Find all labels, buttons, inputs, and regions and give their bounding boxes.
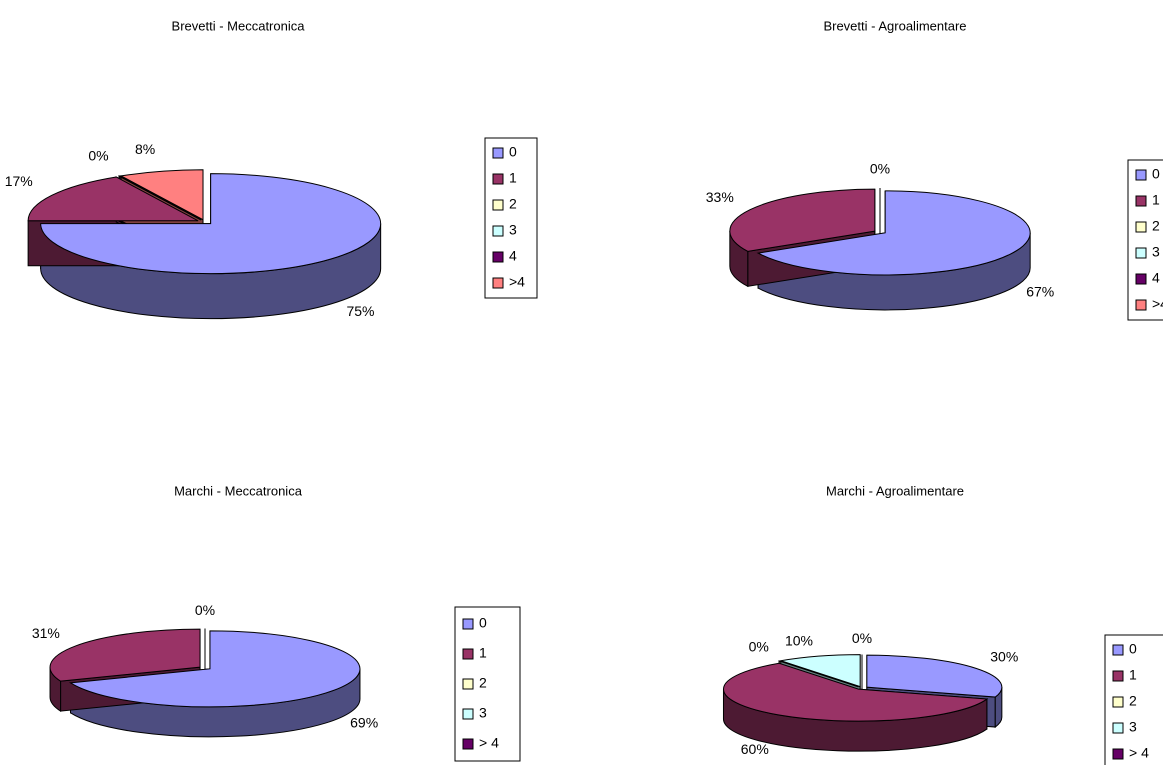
data-label: 10%: [785, 632, 813, 648]
pie-slice: [780, 654, 861, 688]
legend-label: 0: [509, 144, 517, 160]
data-label: 0%: [870, 160, 890, 176]
legend-swatch: [1112, 722, 1124, 734]
data-label: 60%: [741, 741, 769, 757]
legend-label: 1: [509, 170, 517, 186]
legend-swatch: [1135, 273, 1147, 285]
legend-swatch: [462, 678, 474, 690]
pie-slice: [729, 188, 876, 252]
legend-label: 3: [1129, 719, 1137, 735]
legend-label: 4: [509, 248, 517, 264]
legend-label: 0: [479, 615, 487, 631]
legend-swatch: [1112, 670, 1124, 682]
legend-label: 2: [509, 196, 517, 212]
data-label: 67%: [1026, 283, 1054, 299]
legend-label: 3: [1152, 244, 1160, 260]
legend-label: 2: [1129, 693, 1137, 709]
legend-swatch: [462, 708, 474, 720]
legend-swatch: [1135, 247, 1147, 259]
legend-label: 2: [1152, 218, 1160, 234]
pie-slice: [119, 169, 204, 221]
legend-swatch: [492, 225, 504, 237]
pie-chart: Marchi - Agroalimentare 30% 60% 0% 10% 0% 0 1 2 3…: [722, 483, 1163, 765]
pie-tops: [729, 188, 1031, 276]
legend-label: 1: [479, 645, 487, 661]
chart-title: Marchi - Agroalimentare: [826, 483, 964, 498]
chart-title: Marchi - Meccatronica: [174, 483, 303, 498]
pie-slice: [40, 173, 382, 275]
legend-label: 4: [1152, 270, 1160, 286]
data-label: 0%: [88, 147, 108, 163]
pie-tops: [722, 654, 1003, 722]
data-label: 17%: [5, 173, 33, 189]
legend-swatch: [1112, 696, 1124, 708]
legend-swatch: [462, 648, 474, 660]
legend-swatch: [1112, 748, 1124, 760]
legend-swatch: [1135, 221, 1147, 233]
pie-chart: Marchi - Meccatronica 69% 31% 0% 0 1 2 3 > 4: [32, 483, 521, 762]
legend-swatch: [462, 618, 474, 630]
legend-label: 3: [509, 222, 517, 238]
legend-swatch: [492, 147, 504, 159]
legend-label: 0: [1152, 166, 1160, 182]
data-label: 0%: [749, 639, 769, 655]
data-label: 75%: [346, 303, 374, 319]
legend-box: [1127, 159, 1163, 321]
legend-label: >4: [1152, 296, 1163, 312]
data-label: 8%: [135, 141, 155, 157]
pie-chart: Brevetti - Meccatronica 75% 17% 0% 8% 0 1 2 3 4 >4: [5, 18, 538, 320]
data-label: 30%: [990, 648, 1018, 664]
chart-title: Brevetti - Meccatronica: [172, 18, 306, 33]
legend-swatch: [1135, 299, 1147, 311]
legend-label: >4: [509, 274, 525, 290]
legend-swatch: [1112, 644, 1124, 656]
legend-label: 1: [1152, 192, 1160, 208]
data-label: 33%: [706, 189, 734, 205]
pie-slice: [69, 630, 361, 708]
legend-swatch: [462, 738, 474, 750]
pie-chart: Brevetti - Agroalimentare 67% 33% 0% 0 1 2 3 4 >4: [706, 18, 1163, 321]
data-label: 0%: [852, 630, 872, 646]
chart-title: Brevetti - Agroalimentare: [823, 18, 966, 33]
legend-box: [484, 137, 538, 299]
legend-label: 2: [479, 675, 487, 691]
legend-label: 3: [479, 705, 487, 721]
legend-label: 1: [1129, 667, 1137, 683]
legend-swatch: [492, 251, 504, 263]
pie-slice: [27, 176, 199, 222]
legend-swatch: [492, 173, 504, 185]
legend-label: 0: [1129, 641, 1137, 657]
legend-swatch: [1135, 169, 1147, 181]
legend-swatch: [492, 277, 504, 289]
pie-slice: [866, 654, 1003, 698]
pie-tops: [49, 628, 361, 708]
legend-swatch: [492, 199, 504, 211]
legend-label: > 4: [479, 735, 499, 751]
legend-swatch: [1135, 195, 1147, 207]
pie-slice: [722, 662, 989, 722]
pie-tops: [27, 169, 382, 275]
pie-slice: [756, 190, 1031, 276]
pie-slice: [49, 628, 201, 682]
pie-slice: [119, 175, 202, 221]
legend-label: > 4: [1129, 745, 1149, 761]
data-label: 0%: [195, 602, 215, 618]
data-label: 31%: [32, 625, 60, 641]
data-label: 69%: [350, 714, 378, 730]
